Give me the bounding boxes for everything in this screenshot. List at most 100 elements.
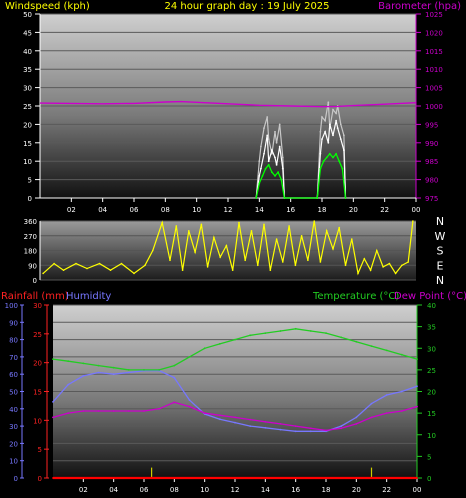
data-point-dew-point-c-4 bbox=[112, 410, 115, 412]
temp-x-tick-10: 10 bbox=[200, 486, 209, 494]
wind-x-tick-10: 10 bbox=[192, 206, 201, 214]
data-point-gust-9 bbox=[278, 123, 281, 126]
data-point-direction-47 bbox=[388, 262, 391, 265]
barometer-y-tick-980: 980 bbox=[425, 177, 438, 185]
data-point-average-10 bbox=[316, 197, 319, 199]
data-point-direction-43 bbox=[363, 257, 366, 260]
data-point-direction-39 bbox=[338, 226, 341, 229]
humidity-y-tick-40: 40 bbox=[9, 406, 18, 414]
data-point-humidity-20 bbox=[355, 416, 358, 419]
data-point-gust-3 bbox=[263, 127, 265, 129]
data-point-temperature-c-22 bbox=[385, 349, 388, 352]
temp-x-tick-06: 06 bbox=[140, 486, 149, 494]
data-point-gust-10 bbox=[281, 156, 284, 159]
temp-x-tick-08: 08 bbox=[170, 486, 179, 494]
data-point-direction-32 bbox=[294, 264, 297, 267]
wind-x-tick-02: 02 bbox=[67, 206, 76, 214]
data-point-dew-point-c-10 bbox=[203, 412, 206, 414]
data-point-average-14 bbox=[328, 152, 331, 155]
data-point-dew-point-c-0 bbox=[52, 416, 54, 419]
compass-label-4: N bbox=[436, 274, 444, 287]
compass-label-1: W bbox=[435, 230, 446, 243]
barometer-axis-title: Barometer (hpa) bbox=[378, 1, 461, 12]
data-point-direction-20 bbox=[219, 256, 221, 258]
rain-y-tick-0: 0 bbox=[38, 475, 42, 483]
data-point-dew-point-c-9 bbox=[188, 405, 191, 408]
data-point-average-2 bbox=[261, 175, 264, 177]
data-point-windspeed-kph-7 bbox=[274, 156, 276, 159]
direction-panel-series bbox=[42, 220, 414, 276]
barometer-y-tick-975: 975 bbox=[425, 195, 438, 203]
data-point-direction-26 bbox=[257, 264, 259, 267]
compass-label-0: N bbox=[436, 215, 444, 228]
wind-panel-gridlines bbox=[40, 13, 416, 199]
data-point-dew-point-c-22 bbox=[385, 412, 388, 414]
data-point-direction-49 bbox=[401, 264, 403, 267]
data-point-direction-2 bbox=[62, 269, 65, 272]
data-point-humidity-24 bbox=[416, 385, 418, 388]
barometer-y-tick-995: 995 bbox=[425, 121, 438, 129]
data-point-temperature-c-11 bbox=[218, 343, 221, 345]
direction-y-tick-360: 360 bbox=[24, 218, 37, 226]
data-point-rainfall-mm-0 bbox=[52, 477, 54, 479]
humidity-y-tick-30: 30 bbox=[9, 423, 18, 431]
wind-x-tick-14: 14 bbox=[255, 206, 264, 214]
temp-y-tick-40: 40 bbox=[427, 302, 436, 310]
data-point-average-1 bbox=[258, 182, 261, 185]
data-point-humidity-3 bbox=[97, 371, 100, 374]
temp-y-tick-35: 35 bbox=[427, 324, 436, 332]
data-point-direction-29 bbox=[275, 238, 278, 240]
wind-x-tick-00: 00 bbox=[412, 206, 421, 214]
rain-y-tick-25: 25 bbox=[33, 331, 42, 339]
data-point-humidity-16 bbox=[294, 430, 297, 433]
data-point-gust-4 bbox=[266, 116, 269, 118]
data-point-humidity-19 bbox=[340, 425, 343, 427]
rainfall-legend: Rainfall (mm) bbox=[1, 291, 69, 302]
data-point-gust-22 bbox=[343, 134, 345, 137]
data-point-dew-point-c-20 bbox=[355, 423, 358, 425]
data-point-windspeed-kph-8 bbox=[275, 164, 278, 166]
wind-x-tick-12: 12 bbox=[224, 206, 233, 214]
data-point-humidity-12 bbox=[234, 421, 236, 424]
data-point-gust-5 bbox=[267, 138, 270, 141]
barometer-y-tick-1010: 1010 bbox=[425, 66, 443, 74]
data-point-temperature-c-0 bbox=[52, 358, 54, 360]
data-point-windspeed-kph-3 bbox=[263, 152, 265, 155]
wind-y-tick-0: 0 bbox=[28, 195, 32, 203]
direction-y-tick-270: 270 bbox=[24, 233, 37, 241]
data-point-humidity-23 bbox=[400, 390, 403, 393]
data-point-dew-point-c-12 bbox=[234, 416, 236, 419]
data-point-temperature-c-10 bbox=[203, 347, 206, 350]
wind-y-tick-45: 45 bbox=[23, 29, 32, 37]
data-point-windspeed-kph-9 bbox=[278, 145, 281, 148]
data-point-humidity-8 bbox=[173, 376, 176, 379]
wind-panel-tick-labels: 0510152025303540455097598098599099510001… bbox=[23, 11, 443, 214]
data-point-windspeed-kph-4 bbox=[266, 134, 269, 137]
humidity-y-tick-50: 50 bbox=[9, 389, 18, 397]
data-point-direction-0 bbox=[42, 272, 44, 275]
data-point-direction-19 bbox=[213, 236, 215, 239]
data-point-humidity-1 bbox=[67, 383, 70, 386]
data-point-direction-37 bbox=[325, 230, 328, 232]
data-point-average-18 bbox=[341, 167, 344, 170]
temp-y-tick-30: 30 bbox=[427, 345, 436, 353]
data-point-direction-41 bbox=[351, 238, 353, 240]
data-point-dew-point-c-1 bbox=[67, 412, 70, 414]
data-point-direction-25 bbox=[250, 230, 253, 232]
data-point-dew-point-c-19 bbox=[340, 427, 343, 430]
data-point-temperature-c-16 bbox=[294, 327, 297, 330]
data-point-direction-42 bbox=[357, 272, 359, 275]
wind-y-tick-50: 50 bbox=[23, 11, 32, 19]
data-point-gust-14 bbox=[321, 116, 323, 118]
data-point-direction-8 bbox=[133, 272, 135, 275]
data-point-average-15 bbox=[332, 156, 334, 159]
temp-panel-axes bbox=[20, 304, 422, 482]
barometer-y-tick-1015: 1015 bbox=[425, 48, 443, 56]
data-point-windspeed-kph-17 bbox=[328, 123, 331, 126]
data-point-direction-28 bbox=[269, 269, 272, 272]
wind-y-tick-15: 15 bbox=[23, 140, 32, 148]
wind-y-tick-20: 20 bbox=[23, 121, 32, 129]
data-point-direction-31 bbox=[288, 225, 290, 227]
data-point-dew-point-c-21 bbox=[370, 416, 373, 419]
temp-x-tick-00: 00 bbox=[413, 486, 422, 494]
